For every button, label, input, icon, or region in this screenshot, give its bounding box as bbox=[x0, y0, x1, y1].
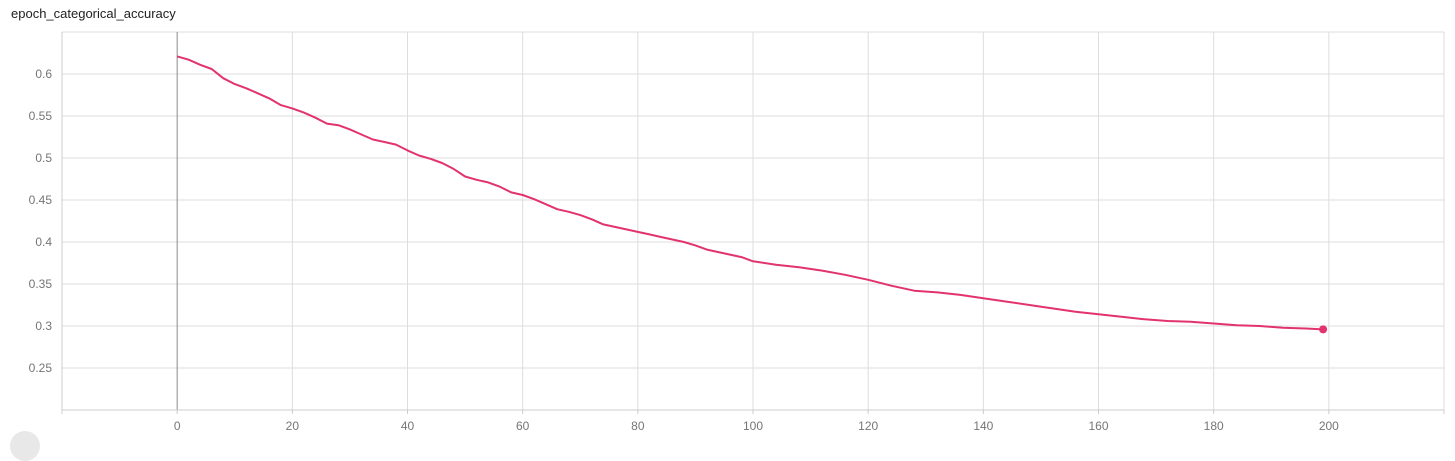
last-point-marker bbox=[1319, 325, 1328, 334]
y-tick-label: 0.6 bbox=[35, 67, 52, 81]
y-tick-label: 0.5 bbox=[35, 151, 52, 165]
axes bbox=[61, 32, 1445, 414]
tick-labels: 0.25 0.3 0.35 0.4 0.45 0.5 0.55 0.6 0 20 40 60 80 100… bbox=[29, 67, 1340, 433]
x-tick-label: 60 bbox=[516, 419, 530, 433]
y-tick-label: 0.45 bbox=[29, 193, 53, 207]
x-tick-label: 140 bbox=[973, 419, 993, 433]
y-tick-label: 0.3 bbox=[35, 319, 52, 333]
x-tick-label: 100 bbox=[743, 419, 763, 433]
x-tick-label: 160 bbox=[1088, 419, 1108, 433]
line-chart: 0.25 0.3 0.35 0.4 0.45 0.5 0.55 0.6 0 20 40 60 80 100… bbox=[29, 31, 1445, 433]
x-tick-label: 180 bbox=[1204, 419, 1224, 433]
y-tick-label: 0.25 bbox=[29, 361, 53, 375]
y-tick-label: 0.4 bbox=[35, 235, 52, 249]
y-tick-label: 0.55 bbox=[29, 109, 53, 123]
grid bbox=[62, 31, 1444, 410]
x-tick-label: 40 bbox=[401, 419, 415, 433]
series-layer bbox=[176, 55, 1328, 334]
x-tick-label: 80 bbox=[631, 419, 645, 433]
fit-domain-button[interactable] bbox=[10, 431, 40, 461]
x-tick-label: 0 bbox=[174, 419, 181, 433]
y-tick-label: 0.35 bbox=[29, 277, 53, 291]
x-tick-label: 120 bbox=[858, 419, 878, 433]
x-tick-label: 200 bbox=[1319, 419, 1339, 433]
chart-title: epoch_categorical_accuracy bbox=[11, 6, 176, 21]
x-tick-label: 20 bbox=[286, 419, 300, 433]
series-line bbox=[176, 55, 1324, 331]
